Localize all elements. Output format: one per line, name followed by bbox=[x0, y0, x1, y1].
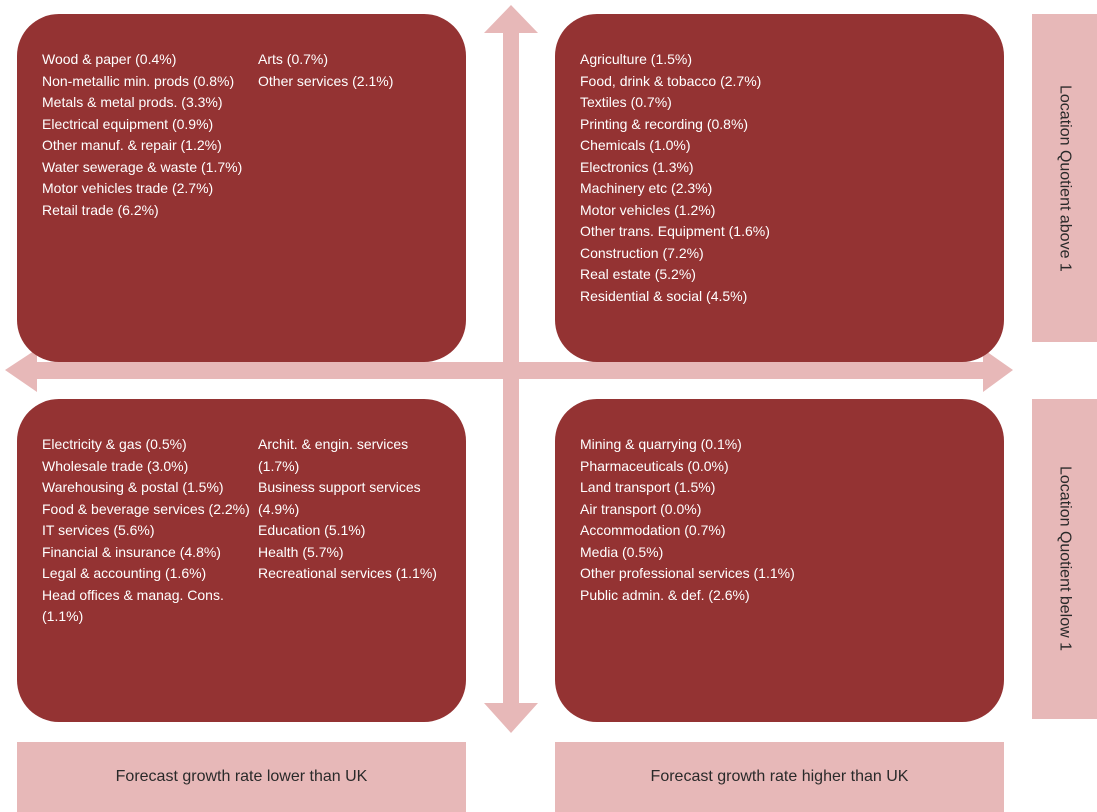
sector-item: Food & beverage services (2.2%) bbox=[42, 500, 250, 517]
sector-item: Recreational services (1.1%) bbox=[258, 565, 437, 581]
quadrant-column: Electricity & gas (0.5%) Wholesale trade … bbox=[42, 434, 258, 710]
sector-item: Electrical equipment (0.9%) bbox=[42, 115, 214, 132]
sector-item: Business support services (4.9%) bbox=[258, 479, 421, 517]
horizontal-axis-arrow bbox=[5, 349, 1013, 392]
sector-item: Wholesale trade (3.0%) bbox=[42, 457, 189, 474]
sector-item: Media (0.5%) bbox=[580, 543, 664, 560]
x-axis-label-low: Forecast growth rate lower than UK bbox=[17, 742, 466, 812]
sector-item: Warehousing & postal (1.5%) bbox=[42, 479, 224, 495]
sector-item: Air transport (0.0%) bbox=[580, 500, 702, 517]
sector-item: Water sewerage & waste (1.7%) bbox=[42, 158, 243, 175]
sector-item: Food, drink & tobacco (2.7%) bbox=[580, 72, 762, 89]
sector-item: Printing & recording (0.8%) bbox=[580, 115, 749, 132]
sector-item: Accommodation (0.7%) bbox=[580, 522, 726, 538]
sector-item: Agriculture (1.5%) bbox=[580, 51, 693, 67]
sector-item: Non-metallic min. prods (0.8%) bbox=[42, 72, 235, 89]
sector-item: Other services (2.1%) bbox=[258, 72, 394, 89]
sector-item: Real estate (5.2%) bbox=[580, 266, 696, 282]
sector-item: Other trans. Equipment (1.6%) bbox=[580, 223, 770, 239]
sector-item: Chemicals (1.0%) bbox=[580, 137, 691, 153]
x-axis-label-low-text: Forecast growth rate lower than UK bbox=[115, 768, 368, 785]
y-axis-label-high-text: Location Quotient above 1 bbox=[1056, 84, 1074, 272]
sector-item: Construction (7.2%) bbox=[580, 244, 704, 261]
y-axis-label-low-text: Location Quotient below 1 bbox=[1056, 466, 1074, 652]
y-axis-label-high: Location Quotient above 1 bbox=[1032, 14, 1097, 342]
sector-item: Other manuf. & repair (1.2%) bbox=[42, 137, 222, 153]
sector-item: Archit. & engin. services (1.7%) bbox=[258, 436, 409, 474]
sector-item: Head offices & manag. Cons. (1.1%) bbox=[42, 586, 224, 625]
sector-item: IT services (5.6%) bbox=[42, 522, 155, 538]
sector-item: Wood & paper (0.4%) bbox=[42, 51, 177, 67]
quadrant-column: Mining & quarrying (0.1%) Pharmaceuticals… bbox=[580, 434, 990, 710]
sector-item: Residential & social (4.5%) bbox=[580, 287, 748, 304]
sector-item: Electricity & gas (0.5%) bbox=[42, 436, 187, 452]
sector-item: Financial & insurance (4.8%) bbox=[42, 543, 221, 560]
sector-item: Health (5.7%) bbox=[258, 543, 344, 560]
sector-item: Pharmaceuticals (0.0%) bbox=[580, 457, 729, 474]
y-axis-label-low: Location Quotient below 1 bbox=[1032, 399, 1097, 719]
sector-item: Land transport (1.5%) bbox=[580, 479, 716, 495]
sector-item: Other professional services (1.1%) bbox=[580, 565, 795, 581]
quadrant-column: Wood & paper (0.4%) Non-metallic min. pro… bbox=[42, 49, 258, 350]
sector-item: Retail trade (6.2%) bbox=[42, 201, 159, 218]
quadrant-high-growth-high-lq: Agriculture (1.5%) Food, drink & tobacco … bbox=[555, 14, 1004, 362]
quadrant-column: Agriculture (1.5%) Food, drink & tobacco … bbox=[580, 49, 990, 350]
sector-item: Textiles (0.7%) bbox=[580, 94, 672, 110]
x-axis-label-high: Forecast growth rate higher than UK bbox=[555, 742, 1004, 812]
sector-item: Metals & metal prods. (3.3%) bbox=[42, 94, 223, 110]
sector-item: Arts (0.7%) bbox=[258, 51, 329, 67]
sector-item: Education (5.1%) bbox=[258, 522, 366, 538]
quadrant-column: Archit. & engin. services (1.7%) Business… bbox=[258, 434, 448, 710]
quadrant-column: Arts (0.7%) Other services (2.1%) bbox=[258, 49, 438, 350]
sector-item: Mining & quarrying (0.1%) bbox=[580, 436, 742, 452]
sector-item: Motor vehicles trade (2.7%) bbox=[42, 180, 214, 196]
sector-item: Machinery etc (2.3%) bbox=[580, 180, 713, 196]
sector-item: Public admin. & def. (2.6%) bbox=[580, 586, 750, 603]
x-axis-label-high-text: Forecast growth rate higher than UK bbox=[650, 768, 909, 785]
quadrant-high-growth-low-lq: Mining & quarrying (0.1%) Pharmaceuticals… bbox=[555, 399, 1004, 722]
sector-item: Motor vehicles (1.2%) bbox=[580, 201, 716, 218]
quadrant-low-growth-low-lq: Electricity & gas (0.5%) Wholesale trade … bbox=[17, 399, 466, 722]
sector-item: Electronics (1.3%) bbox=[580, 158, 694, 175]
sector-item: Legal & accounting (1.6%) bbox=[42, 565, 207, 581]
quadrant-low-growth-high-lq: Wood & paper (0.4%) Non-metallic min. pro… bbox=[17, 14, 466, 362]
